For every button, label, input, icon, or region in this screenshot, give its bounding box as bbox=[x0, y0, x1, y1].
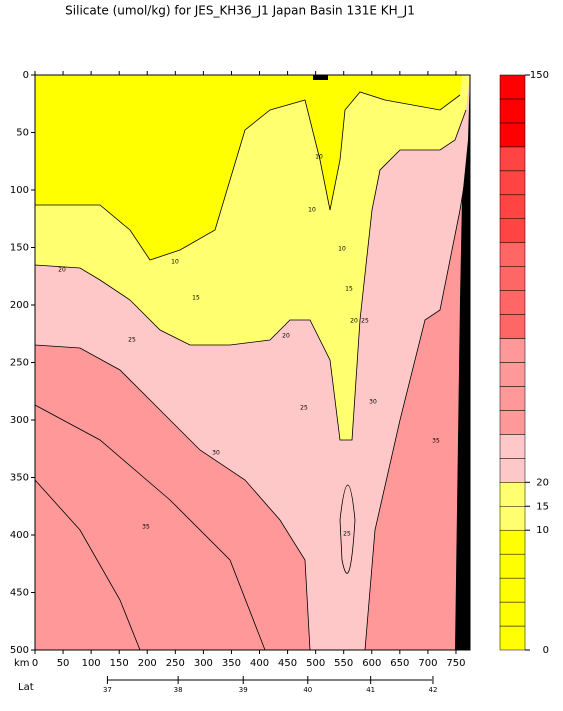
x2-tick-label: 40 bbox=[303, 686, 312, 694]
colorbar-box bbox=[499, 314, 526, 339]
colorbar-box bbox=[499, 529, 526, 555]
contour-line bbox=[34, 344, 311, 651]
y-tick-label: 250 bbox=[10, 358, 29, 369]
colorbar-box bbox=[499, 170, 526, 196]
contour-label: 30 bbox=[369, 399, 377, 406]
contour-line bbox=[339, 484, 356, 574]
colorbar-box bbox=[499, 386, 526, 411]
colorbar-box bbox=[499, 506, 526, 531]
x-tick-label: 450 bbox=[278, 658, 297, 669]
colorbar-box bbox=[499, 577, 526, 603]
colorbar-box bbox=[499, 242, 526, 267]
contour-label: 35 bbox=[142, 524, 150, 531]
x-tick-label: 500 bbox=[306, 658, 325, 669]
colorbar-box bbox=[499, 218, 526, 243]
contour-line bbox=[34, 479, 141, 651]
contour-line bbox=[364, 149, 471, 651]
colorbar-tick-label: 20 bbox=[536, 477, 549, 488]
y-tick-label: 450 bbox=[10, 588, 29, 599]
x-tick-label: 250 bbox=[166, 658, 185, 669]
contour-label: 30 bbox=[212, 450, 220, 457]
x-tick-label: 300 bbox=[194, 658, 213, 669]
x2-tick-label: 42 bbox=[428, 686, 437, 694]
y-tick-label: 50 bbox=[16, 128, 29, 139]
contour-label: 20 bbox=[350, 318, 358, 325]
colorbar-box bbox=[499, 625, 526, 651]
contour-region bbox=[35, 75, 462, 260]
contour-label: 10 bbox=[171, 259, 179, 266]
colorbar-tick-label: 15 bbox=[536, 501, 549, 512]
y-tick-label: 400 bbox=[10, 530, 29, 541]
plot-area: 20 10 15 25 20 25 30 35 10 10 10 15 20 2… bbox=[34, 74, 471, 651]
colorbar-tick-label: 150 bbox=[530, 70, 549, 81]
contour-label: 25 bbox=[343, 531, 351, 538]
x-tick-label: 150 bbox=[110, 658, 129, 669]
colorbar-box bbox=[499, 458, 526, 483]
colorbar-tick-label: 10 bbox=[536, 525, 549, 536]
contour-label: 15 bbox=[345, 286, 353, 293]
x2-tick-label: 39 bbox=[239, 686, 248, 694]
x-tick-label: 700 bbox=[418, 658, 437, 669]
colorbar-box bbox=[499, 553, 526, 579]
x-tick-label: 100 bbox=[82, 658, 101, 669]
x-tick-label: 400 bbox=[250, 658, 269, 669]
bathymetry bbox=[455, 75, 470, 650]
contour-label: 20 bbox=[58, 267, 66, 274]
x2-axis-label: Lat bbox=[18, 682, 34, 693]
bathymetry bbox=[313, 75, 328, 80]
colorbar-box bbox=[499, 98, 526, 124]
colorbar-box bbox=[499, 410, 526, 435]
x-tick-label: 350 bbox=[222, 658, 241, 669]
x2-tick-label: 41 bbox=[366, 686, 375, 694]
y-tick-label: 100 bbox=[10, 185, 29, 196]
colorbar-box bbox=[499, 74, 526, 100]
x2-tick-label: 38 bbox=[174, 686, 183, 694]
contour-label: 20 bbox=[282, 333, 290, 340]
x-tick-label: 0 bbox=[32, 658, 38, 669]
y-tick-label: 350 bbox=[10, 473, 29, 484]
y-tick-label: 0 bbox=[23, 70, 29, 81]
contour-label: 25 bbox=[361, 318, 369, 325]
contour-label: 25 bbox=[300, 405, 308, 412]
x-tick-label: 650 bbox=[390, 658, 409, 669]
x-tick-label: 550 bbox=[334, 658, 353, 669]
chart-title: Silicate (umol/kg) for JES_KH36_J1 Japan… bbox=[65, 4, 415, 18]
x-tick-label: 750 bbox=[446, 658, 465, 669]
contour-line bbox=[34, 404, 266, 651]
colorbar-box bbox=[499, 482, 526, 507]
x-tick-label: 50 bbox=[57, 658, 70, 669]
contour-label: 35 bbox=[432, 438, 440, 445]
y-tick-label: 150 bbox=[10, 243, 29, 254]
colorbar-box bbox=[499, 601, 526, 627]
colorbar-box bbox=[499, 266, 526, 291]
contour-line bbox=[35, 91, 461, 261]
y-tick-label: 500 bbox=[10, 645, 29, 656]
contour-label: 10 bbox=[338, 246, 346, 253]
contour-label: 25 bbox=[128, 337, 136, 344]
x-tick-label: 600 bbox=[362, 658, 381, 669]
y-tick-label: 200 bbox=[10, 300, 29, 311]
colorbar-tick-label: 0 bbox=[543, 645, 549, 656]
y-tick-label: 300 bbox=[10, 415, 29, 426]
x2-tick-label: 37 bbox=[103, 686, 112, 694]
colorbar-box bbox=[499, 290, 526, 315]
contour-line bbox=[34, 109, 467, 441]
x-tick-label: 200 bbox=[138, 658, 157, 669]
colorbar-box bbox=[499, 362, 526, 387]
colorbar-box bbox=[499, 194, 526, 220]
colorbar-box bbox=[499, 122, 526, 148]
contour-label: 10 bbox=[315, 154, 323, 161]
colorbar-box bbox=[499, 434, 526, 459]
contour-label: 15 bbox=[192, 295, 200, 302]
contour-label: 10 bbox=[308, 207, 316, 214]
x-axis-label: km bbox=[14, 658, 30, 669]
colorbar-box bbox=[499, 146, 526, 172]
colorbar-box bbox=[499, 338, 526, 363]
